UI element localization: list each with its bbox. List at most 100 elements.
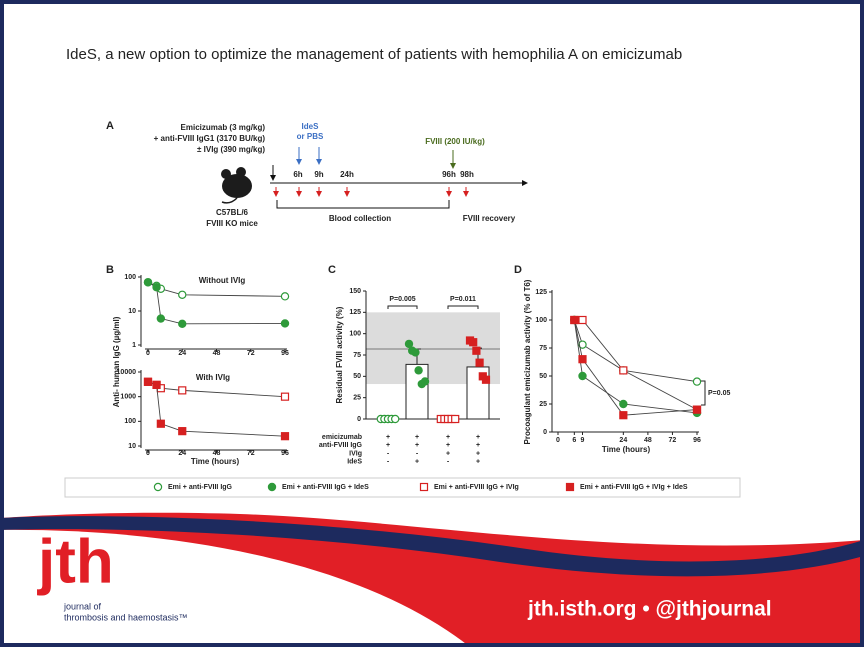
p-value: P=0.05 [708, 390, 730, 397]
marker [619, 366, 628, 375]
timepoint: 6h [293, 170, 302, 179]
footer-swoosh [0, 529, 470, 647]
marker [280, 319, 290, 328]
marker [619, 399, 628, 409]
significance-bracket [387, 305, 418, 309]
panel-label: A [106, 120, 114, 132]
factor-name: emicizumab [322, 434, 362, 441]
y-tick-label: 100 [349, 331, 361, 338]
panel-label: C [328, 264, 336, 276]
x-tick-label: 48 [213, 350, 221, 357]
timepoint: 96h [442, 170, 456, 179]
factor-level: - [387, 450, 390, 457]
marker [570, 315, 579, 325]
factor-level: + [476, 442, 480, 449]
y-tick-label: 0 [543, 429, 547, 436]
marker [280, 432, 290, 441]
mouse-tail [221, 197, 238, 204]
marker [619, 411, 628, 420]
legend-marker [419, 482, 429, 492]
fviii-text: FVIII (200 IU/kg) [425, 137, 485, 146]
marker [578, 371, 587, 381]
timepoint: 24h [340, 170, 354, 179]
marker [178, 427, 187, 436]
y-tick-label: 10000 [117, 369, 137, 376]
y-axis-label: Procoagulant emicizumab activity (% of T… [523, 279, 532, 444]
dosing-text: + anti-FVIII IgG1 (3170 BU/kg) [154, 134, 266, 143]
x-tick-label: 96 [281, 350, 289, 357]
x-tick-label: 24 [178, 350, 186, 357]
marker [411, 348, 420, 357]
y-tick-label: 10 [128, 443, 136, 450]
y-tick-label: 100 [124, 418, 136, 425]
marker [178, 319, 187, 329]
logo: jth [37, 527, 114, 596]
marker [178, 386, 187, 395]
bracket [276, 200, 450, 209]
legend-box [64, 477, 741, 498]
legend-label: Emi + anti-FVIII IgG [168, 484, 233, 491]
marker [391, 414, 400, 424]
legend-marker [153, 482, 163, 492]
y-tick-label: 100 [535, 317, 547, 324]
ides-text: IdeS [302, 122, 320, 131]
journal-name: thrombosis and haemostasis™ [64, 612, 188, 622]
x-tick-label: 6 [572, 437, 576, 444]
y-tick-label: 0 [357, 416, 361, 423]
legend-label: Emi + anti-FVIII IgG + IdeS [282, 484, 369, 491]
legend-marker [267, 482, 277, 492]
y-tick-label: 25 [353, 395, 361, 402]
timepoint: 9h [314, 170, 323, 179]
y-tick-label: 125 [349, 309, 361, 316]
mouse-body [222, 174, 252, 198]
marker [475, 358, 484, 367]
mouse-label: FVIII KO mice [206, 219, 258, 228]
marker [156, 419, 165, 428]
marker [152, 380, 161, 389]
x-axis-label: Time (hours) [191, 457, 240, 466]
y-tick-label: 10 [128, 308, 136, 315]
significance-bracket [701, 380, 706, 406]
marker [404, 339, 414, 349]
factor-name: IdeS [347, 459, 362, 466]
marker [280, 392, 290, 401]
y-tick-label: 50 [539, 373, 547, 380]
factor-level: + [446, 434, 450, 441]
y-tick-label: 1 [132, 342, 136, 349]
x-tick-label: 9 [581, 437, 585, 444]
factor-level: + [415, 442, 419, 449]
plot-subtitle: With IVIg [196, 373, 230, 382]
blood-label: Blood collection [329, 214, 391, 223]
mouse-ear [221, 169, 231, 179]
factor-level: + [386, 442, 390, 449]
marker [156, 314, 166, 323]
p-value: P=0.011 [450, 296, 476, 303]
factor-name: anti-FVIII IgG [319, 442, 363, 449]
footer-links: jth.isth.org • @jthjournal [527, 598, 772, 621]
plot-subtitle: Without IVIg [199, 276, 246, 285]
slide-title: IdeS, a new option to optimize the manag… [66, 46, 682, 63]
marker [143, 278, 153, 287]
marker [280, 292, 290, 301]
factor-level: + [446, 450, 450, 457]
y-tick-label: 100 [124, 274, 136, 281]
p-value: P=0.005 [389, 296, 415, 303]
recovery-label: FVIII recovery [463, 214, 516, 223]
x-tick-label: 0 [146, 350, 150, 357]
ides-text: or PBS [297, 132, 324, 141]
y-tick-label: 1000 [120, 394, 136, 401]
marker [472, 346, 481, 355]
series-line [573, 319, 698, 414]
factor-name: IVIg [349, 450, 362, 457]
marker [481, 375, 491, 384]
y-tick-label: 25 [539, 401, 547, 408]
x-tick-label: 48 [644, 437, 652, 444]
legend-label: Emi + anti-FVIII IgG + IVIg + IdeS [580, 484, 688, 491]
x-tick-label: 0 [556, 437, 560, 444]
x-tick-label: 24 [619, 437, 627, 444]
mouse-label: C57BL/6 [216, 208, 249, 217]
factor-level: + [415, 459, 419, 466]
